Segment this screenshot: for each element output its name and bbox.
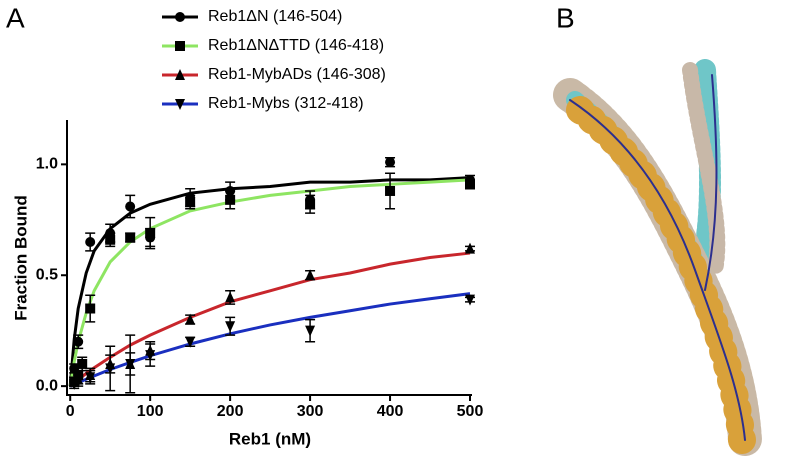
legend-marker bbox=[175, 99, 185, 110]
x-tick-label: 100 bbox=[137, 403, 164, 420]
x-tick-label: 400 bbox=[377, 403, 404, 420]
marker bbox=[77, 358, 88, 369]
x-axis-label: Reb1 (nM) bbox=[229, 429, 311, 448]
marker bbox=[305, 325, 316, 337]
fit-curve bbox=[69, 292, 471, 388]
marker bbox=[385, 185, 396, 196]
marker bbox=[305, 199, 316, 210]
marker bbox=[225, 321, 236, 333]
marker bbox=[85, 372, 96, 384]
fit-curve bbox=[68, 176, 471, 387]
marker bbox=[73, 336, 84, 347]
marker bbox=[105, 234, 116, 245]
legend-marker bbox=[175, 41, 185, 51]
marker bbox=[305, 269, 316, 281]
marker bbox=[73, 376, 84, 388]
legend-marker bbox=[175, 12, 185, 22]
y-tick-label: 0.0 bbox=[36, 377, 58, 394]
panel-label: A bbox=[6, 2, 25, 33]
x-tick-label: 500 bbox=[457, 403, 484, 420]
legend-label: Reb1-Mybs (312-418) bbox=[208, 95, 364, 112]
panel-label: B bbox=[556, 2, 575, 33]
y-axis-label: Fraction Bound bbox=[11, 195, 30, 321]
marker bbox=[145, 228, 156, 239]
marker bbox=[105, 363, 116, 375]
marker bbox=[465, 242, 475, 254]
dna-structure bbox=[553, 59, 762, 457]
y-tick-label: 1.0 bbox=[36, 156, 58, 173]
marker bbox=[185, 336, 196, 348]
legend-label: Reb1ΔNΔTTD (146-418) bbox=[208, 37, 384, 54]
marker bbox=[145, 350, 156, 362]
fit-curve bbox=[68, 178, 471, 387]
marker bbox=[185, 197, 196, 208]
marker bbox=[465, 179, 475, 190]
marker bbox=[125, 201, 136, 212]
x-tick-label: 0 bbox=[66, 403, 75, 420]
marker bbox=[125, 232, 136, 243]
marker bbox=[85, 303, 96, 314]
legend-marker bbox=[175, 69, 185, 80]
marker bbox=[385, 157, 396, 168]
marker bbox=[185, 313, 196, 325]
marker bbox=[85, 236, 96, 247]
marker bbox=[225, 291, 236, 303]
y-tick-label: 0.5 bbox=[36, 266, 58, 283]
marker bbox=[125, 358, 136, 370]
legend-label: Reb1ΔN (146-504) bbox=[208, 8, 342, 25]
marker bbox=[465, 294, 475, 306]
x-tick-label: 300 bbox=[297, 403, 324, 420]
x-tick-label: 200 bbox=[217, 403, 244, 420]
legend-label: Reb1-MybADs (146-308) bbox=[208, 66, 386, 83]
marker bbox=[225, 194, 236, 205]
